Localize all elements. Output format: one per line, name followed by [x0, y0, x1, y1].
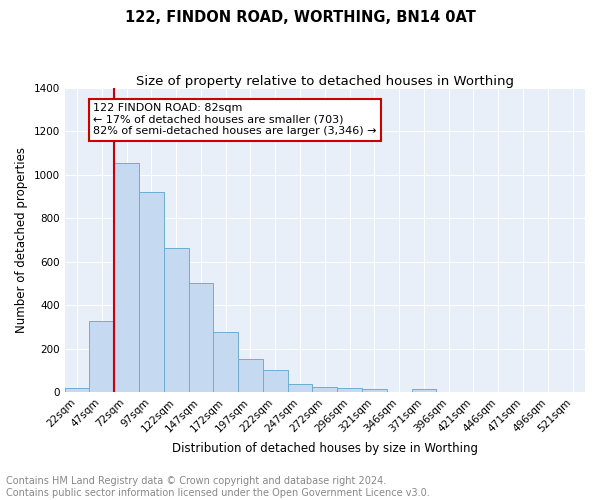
Bar — [337, 388, 362, 392]
Bar — [263, 370, 287, 392]
Bar — [214, 332, 238, 392]
Bar — [412, 390, 436, 392]
Bar — [164, 248, 188, 392]
Bar — [362, 388, 387, 392]
Bar — [139, 192, 164, 392]
Bar — [114, 163, 139, 392]
Bar — [65, 388, 89, 392]
X-axis label: Distribution of detached houses by size in Worthing: Distribution of detached houses by size … — [172, 442, 478, 455]
Bar — [188, 284, 214, 392]
Title: Size of property relative to detached houses in Worthing: Size of property relative to detached ho… — [136, 75, 514, 88]
Text: Contains HM Land Registry data © Crown copyright and database right 2024.
Contai: Contains HM Land Registry data © Crown c… — [6, 476, 430, 498]
Bar — [313, 386, 337, 392]
Bar — [89, 322, 114, 392]
Y-axis label: Number of detached properties: Number of detached properties — [15, 147, 28, 333]
Bar — [238, 360, 263, 392]
Text: 122 FINDON ROAD: 82sqm
← 17% of detached houses are smaller (703)
82% of semi-de: 122 FINDON ROAD: 82sqm ← 17% of detached… — [93, 103, 377, 136]
Text: 122, FINDON ROAD, WORTHING, BN14 0AT: 122, FINDON ROAD, WORTHING, BN14 0AT — [125, 10, 475, 25]
Bar — [287, 384, 313, 392]
